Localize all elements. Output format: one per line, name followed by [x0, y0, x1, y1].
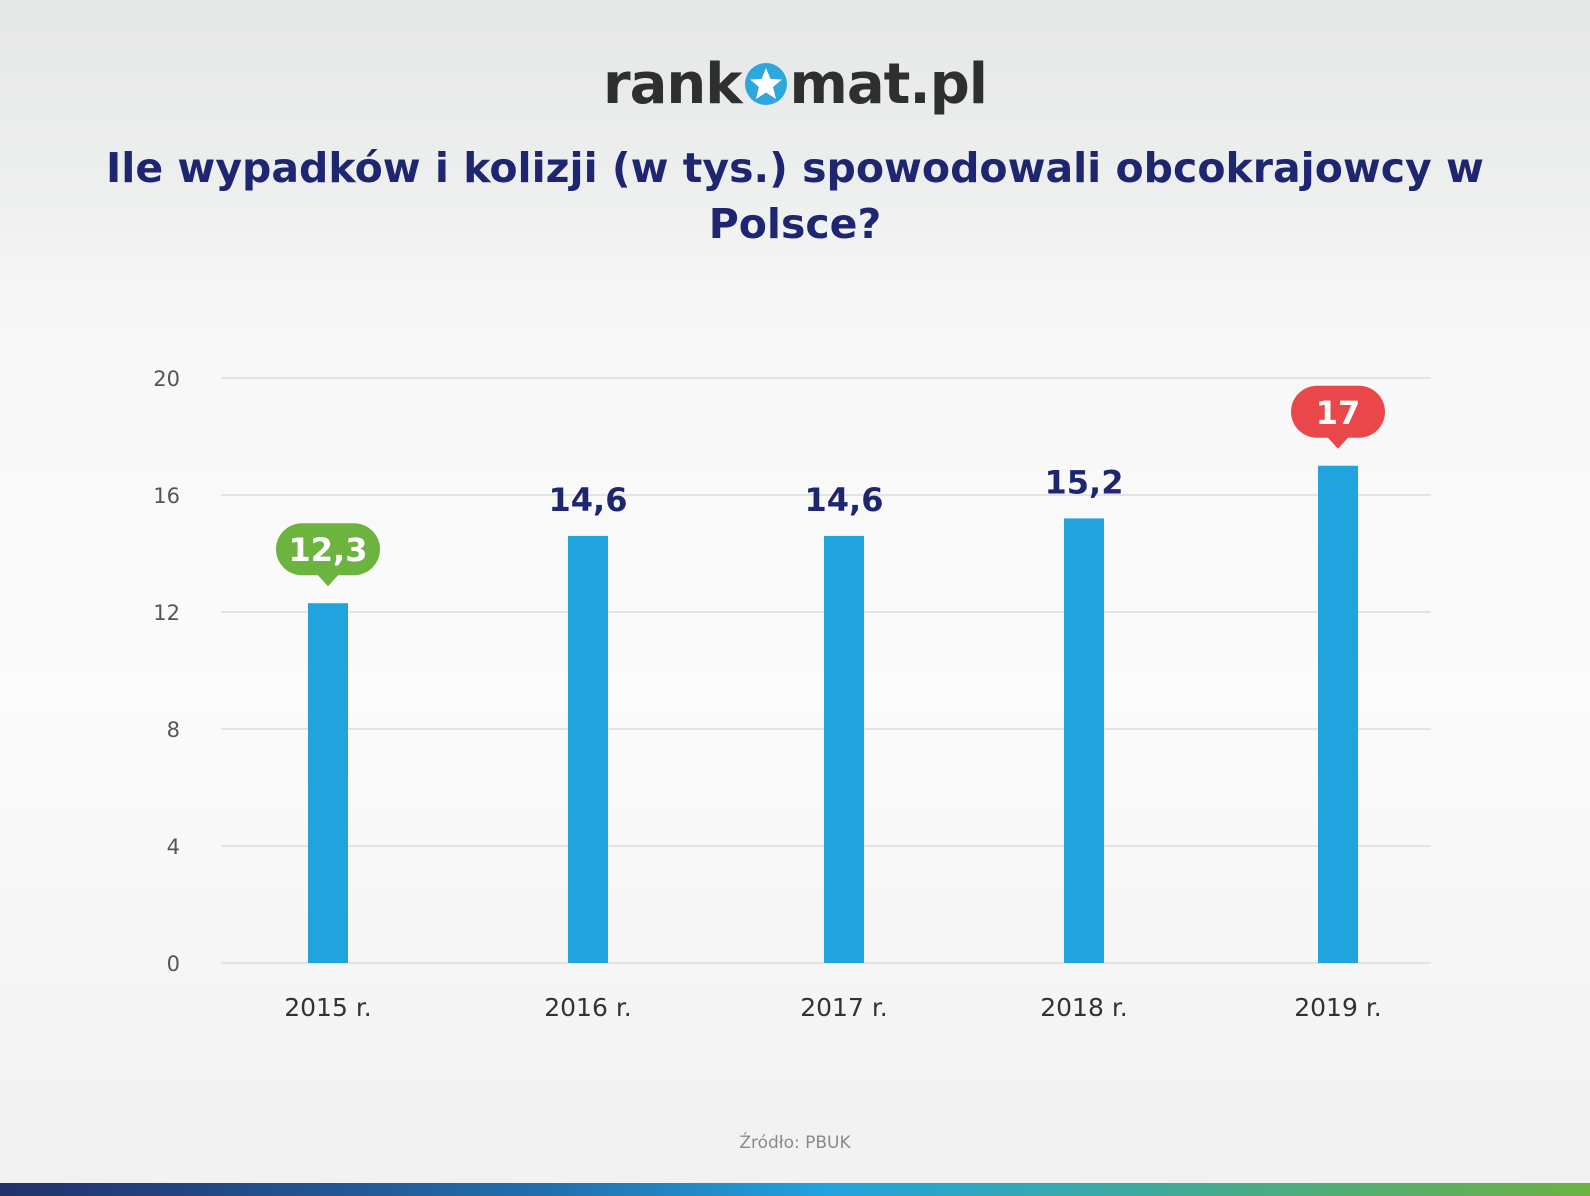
value-label: 17 [1316, 394, 1361, 432]
chart-title: Ile wypadków i kolizji (w tys.) spowodow… [106, 144, 1484, 248]
source-note: Źródło: PBUK [739, 1133, 851, 1153]
star-icon [744, 55, 788, 120]
x-tick-label: 2017 r. [800, 993, 888, 1022]
y-tick-label: 16 [153, 484, 180, 508]
value-label: 12,3 [289, 531, 368, 569]
x-tick-label: 2015 r. [284, 993, 372, 1022]
value-label: 15,2 [1045, 463, 1124, 501]
bar [824, 535, 864, 963]
value-badge [276, 523, 380, 576]
y-tick-label: 20 [153, 367, 180, 391]
logo-text-left: rank [603, 52, 743, 117]
y-tick-label: 12 [153, 601, 180, 625]
bar [1064, 518, 1104, 963]
logo-text-right: mat.pl [789, 52, 988, 117]
y-tick-label: 8 [167, 718, 180, 742]
x-tick-label: 2016 r. [544, 993, 632, 1022]
bottom-gradient-bar [0, 1183, 1590, 1196]
value-badge-pointer [317, 574, 339, 587]
y-tick-label: 0 [167, 952, 180, 976]
bar-chart: 0 4 8 12 16 20 2015 r. 12,3 2016 r. 14,6 2017 r. 14… [153, 367, 1431, 1022]
value-label: 14,6 [549, 481, 628, 519]
bar [308, 603, 348, 963]
x-tick-label: 2019 r. [1294, 993, 1382, 1022]
y-tick-label: 4 [167, 835, 180, 859]
logo: rank mat.pl [0, 52, 1590, 120]
value-label: 14,6 [805, 481, 884, 519]
bar [1318, 465, 1358, 963]
bar [568, 535, 608, 963]
value-badge [1291, 385, 1385, 438]
x-tick-label: 2018 r. [1040, 993, 1128, 1022]
value-badge-pointer [1327, 436, 1349, 449]
